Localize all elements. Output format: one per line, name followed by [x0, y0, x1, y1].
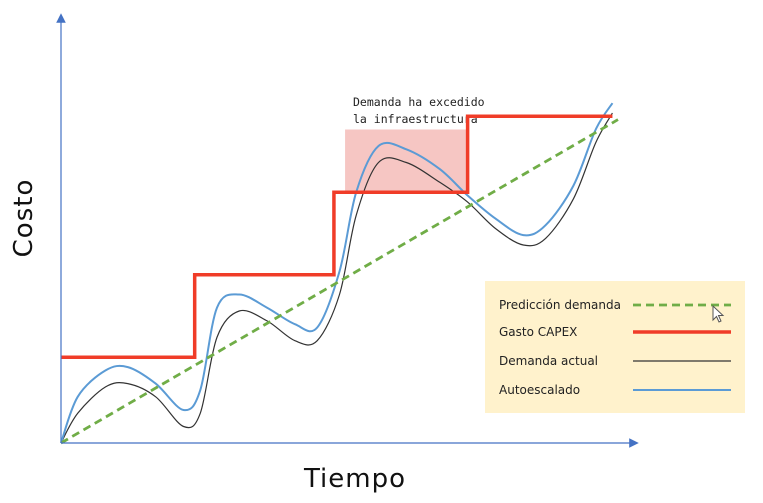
x-axis-label: Tiempo — [303, 464, 406, 494]
series-line-3 — [60, 102, 614, 444]
exceeded-region — [345, 129, 468, 193]
series-layer — [60, 102, 619, 445]
legend-label-0: Predicción demanda — [499, 298, 621, 312]
y-axis-label: Costo — [9, 179, 39, 258]
legend-label-1: Gasto CAPEX — [499, 325, 577, 339]
series-line-1 — [61, 114, 613, 359]
legend-label-2: Demanda actual — [499, 354, 598, 368]
annotation-line-2: la infraestructura — [353, 112, 478, 126]
mouse-cursor-icon — [712, 304, 725, 323]
series-line-2 — [60, 112, 613, 444]
legend: Predicción demanda Gasto CAPEX Demanda act… — [485, 281, 745, 413]
legend-label-3: Autoescalado — [499, 383, 580, 397]
series-line-0 — [60, 118, 619, 445]
annotation-line-1: Demanda ha excedido — [353, 95, 485, 109]
